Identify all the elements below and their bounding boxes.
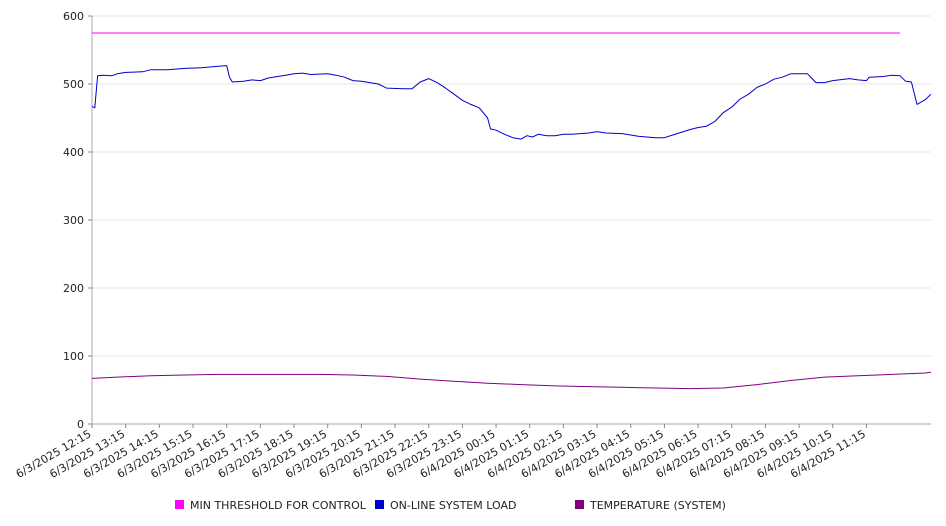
y-tick-label: 200 <box>63 282 84 295</box>
y-tick-label: 500 <box>63 78 84 91</box>
series-lines <box>91 32 932 390</box>
series-line-2 <box>91 65 932 140</box>
legend-label: TEMPERATURE (SYSTEM) <box>589 499 726 512</box>
y-tick-label: 600 <box>63 10 84 23</box>
legend-swatch <box>575 500 584 509</box>
legend-label: MIN THRESHOLD FOR CONTROL <box>190 499 367 512</box>
y-tick-label: 0 <box>77 418 84 431</box>
legend-swatch <box>175 500 184 509</box>
y-axis-ticks: 0 100 200 300 400 500 600 <box>63 10 92 431</box>
legend-item: ON-LINE SYSTEM LOAD <box>375 499 516 512</box>
legend-item: MIN THRESHOLD FOR CONTROL <box>175 499 367 512</box>
grid-lines <box>92 15 931 357</box>
legend: MIN THRESHOLD FOR CONTROL ON-LINE SYSTEM … <box>175 499 726 512</box>
legend-swatch <box>375 500 384 509</box>
legend-label: ON-LINE SYSTEM LOAD <box>390 499 516 512</box>
series-line-3 <box>91 371 932 390</box>
y-tick-label: 300 <box>63 214 84 227</box>
y-tick-label: 400 <box>63 146 84 159</box>
legend-item: TEMPERATURE (SYSTEM) <box>575 499 726 512</box>
y-tick-label: 100 <box>63 350 84 363</box>
x-axis-ticks: 6/3/2025 12:156/3/2025 13:156/3/2025 14:… <box>14 424 868 481</box>
